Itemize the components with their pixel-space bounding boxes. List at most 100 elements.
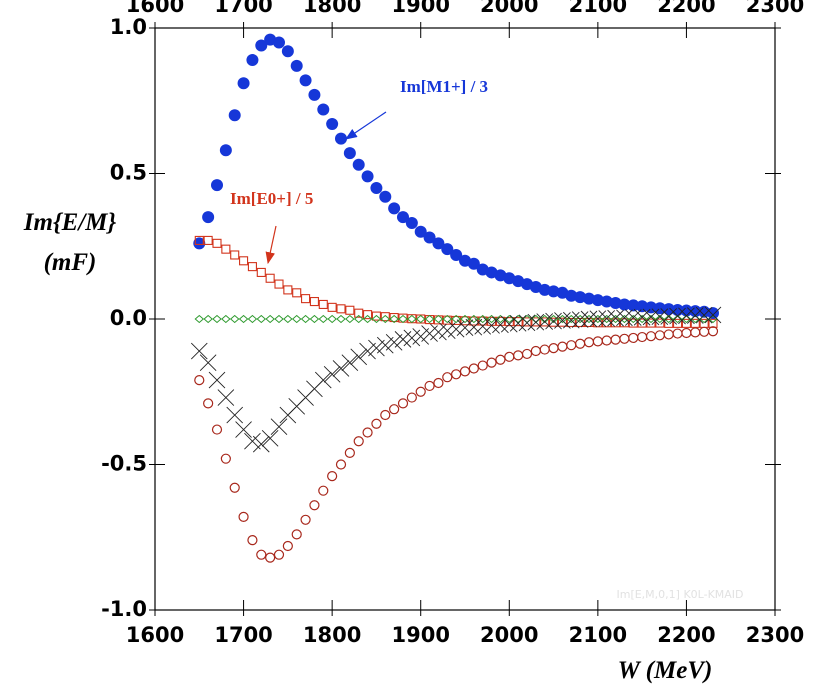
point [290, 59, 303, 72]
watermark: Im[E,M,0,1] K0L-KMAID [616, 588, 743, 601]
point [246, 54, 259, 67]
point [509, 315, 527, 332]
point [239, 256, 249, 266]
point [616, 309, 633, 327]
y-tick-label: 1.0 [110, 15, 147, 39]
point [549, 317, 559, 327]
point [389, 312, 399, 323]
point [575, 317, 585, 328]
point [477, 360, 488, 371]
point [456, 319, 474, 337]
point [244, 432, 261, 450]
point [583, 337, 595, 348]
point [255, 39, 268, 52]
point [591, 294, 604, 307]
point [194, 235, 204, 245]
point [397, 398, 409, 409]
point [199, 354, 217, 371]
point [624, 309, 642, 326]
point [229, 482, 240, 493]
point [203, 314, 213, 324]
point [256, 267, 266, 277]
point [350, 348, 368, 366]
point [403, 329, 421, 347]
point [354, 308, 364, 318]
point [540, 317, 550, 327]
point [451, 314, 461, 324]
point [557, 314, 568, 324]
point [326, 118, 339, 131]
point [300, 514, 311, 525]
point [407, 314, 417, 324]
point [376, 336, 394, 354]
point [211, 424, 223, 435]
point [423, 231, 436, 244]
point [270, 418, 288, 435]
point [527, 313, 545, 331]
point [442, 314, 453, 324]
point [345, 314, 355, 324]
point [450, 248, 463, 261]
point [343, 147, 356, 160]
point [221, 244, 231, 254]
point [190, 342, 208, 360]
x-tick-label: 2100 [569, 623, 627, 647]
point [592, 336, 603, 347]
y-tick-label: -1.0 [101, 597, 147, 621]
point [424, 314, 435, 324]
point [707, 326, 719, 337]
point [548, 314, 559, 324]
point [238, 314, 249, 324]
point [291, 314, 302, 324]
point [562, 311, 580, 329]
point [385, 333, 403, 351]
point [371, 418, 382, 429]
x-tick-label-top: 2000 [480, 0, 538, 17]
point [237, 77, 250, 90]
point [265, 552, 276, 563]
point [689, 305, 702, 318]
point [265, 273, 275, 283]
point [332, 360, 350, 377]
point [663, 314, 674, 324]
point [318, 299, 328, 310]
point [194, 314, 205, 324]
point [521, 348, 533, 360]
point [380, 409, 391, 421]
point [292, 288, 302, 298]
point [664, 318, 674, 328]
point [593, 314, 603, 324]
point [433, 377, 444, 389]
point [468, 363, 479, 374]
point [432, 237, 445, 250]
point [531, 317, 541, 327]
point [486, 357, 497, 368]
point [194, 375, 205, 386]
point [274, 279, 284, 289]
point [708, 318, 718, 328]
point [660, 308, 678, 325]
point [695, 306, 713, 324]
point [492, 316, 509, 334]
point [451, 315, 461, 326]
point [628, 332, 639, 344]
point [256, 549, 267, 560]
point [583, 292, 595, 305]
point [441, 243, 454, 256]
point [361, 170, 374, 183]
point [314, 371, 332, 389]
x-tick-label: 2300 [746, 623, 804, 647]
point [575, 338, 586, 349]
point [380, 312, 390, 322]
point [415, 386, 426, 397]
point [547, 285, 560, 298]
point [598, 310, 616, 327]
x-tick-label-top: 1600 [126, 0, 184, 17]
point [655, 314, 665, 324]
point [539, 314, 550, 324]
point [309, 296, 319, 307]
x-tick-label: 1600 [126, 623, 184, 647]
x-tick-label-top: 2200 [657, 0, 715, 17]
annotation-arrow [345, 111, 387, 140]
point [389, 314, 399, 324]
